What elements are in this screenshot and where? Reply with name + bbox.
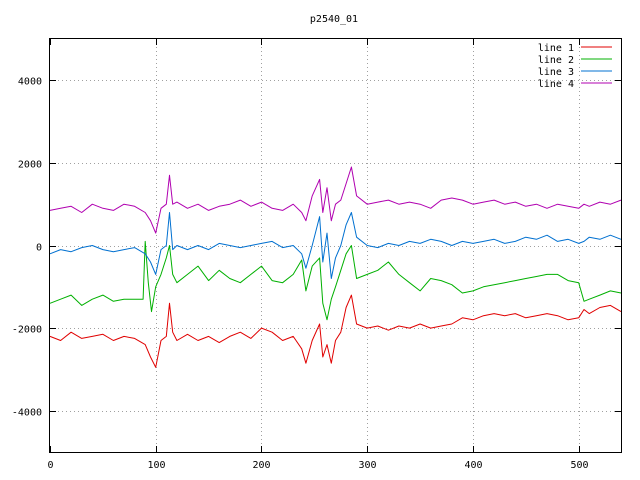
chart-title: p2540_01: [310, 14, 358, 25]
x-tick-label: 0: [47, 460, 53, 471]
legend-label-2: line 2: [538, 55, 574, 66]
x-tick-label: 500: [570, 460, 588, 471]
legend-label-1: line 1: [538, 43, 574, 54]
legend-label-4: line 4: [538, 79, 574, 90]
series-line-4: [49, 166, 622, 234]
series-line-3: [49, 212, 622, 279]
y-tick-label: -2000: [12, 325, 42, 336]
axes: 0 100 200 300 400 500 -4000 -2000 0 2000 4000: [12, 39, 621, 471]
y-tick-label: 0: [36, 243, 42, 254]
x-tick-label: 200: [252, 460, 270, 471]
series-group: [49, 166, 622, 368]
x-tick-label: 400: [464, 460, 482, 471]
x-tick-label: 300: [358, 460, 376, 471]
series-line-1: [49, 294, 622, 368]
plot-frame: [49, 38, 622, 453]
legend-label-3: line 3: [538, 67, 574, 78]
y-tick-label: 2000: [18, 160, 42, 171]
x-tick-label: 100: [147, 460, 165, 471]
grid: [50, 39, 621, 452]
y-tick-label: -4000: [12, 408, 42, 419]
series-line-2: [49, 240, 622, 321]
y-tick-label: 4000: [18, 77, 42, 88]
